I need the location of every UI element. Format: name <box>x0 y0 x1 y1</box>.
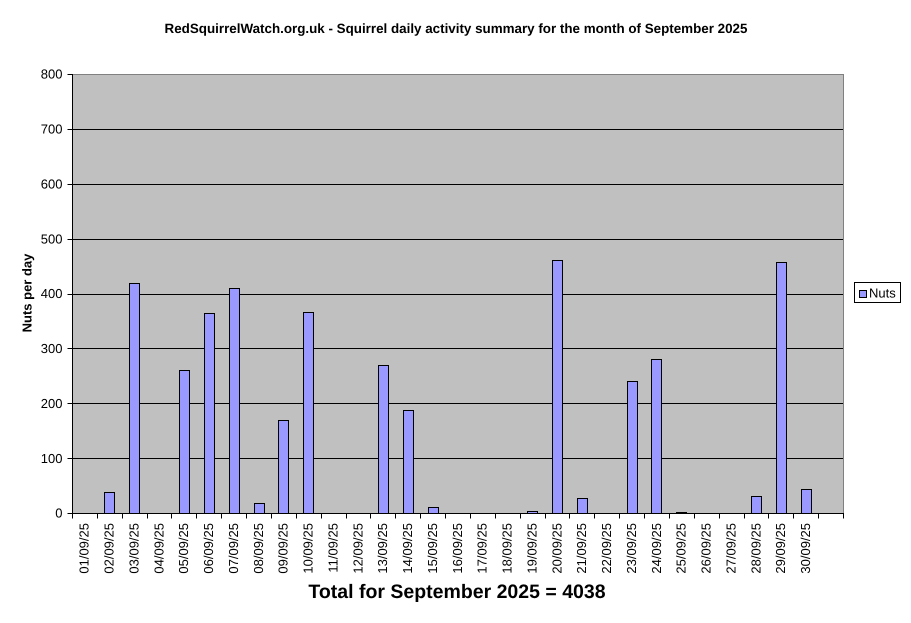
svg-text:300: 300 <box>41 341 63 356</box>
svg-text:06/09/25: 06/09/25 <box>201 523 216 574</box>
svg-text:12/09/25: 12/09/25 <box>350 523 365 574</box>
svg-text:400: 400 <box>41 286 63 301</box>
svg-text:100: 100 <box>41 451 63 466</box>
svg-text:700: 700 <box>41 122 63 137</box>
svg-text:200: 200 <box>41 396 63 411</box>
svg-text:05/09/25: 05/09/25 <box>176 523 191 574</box>
svg-text:27/09/25: 27/09/25 <box>723 523 738 574</box>
svg-text:17/09/25: 17/09/25 <box>475 523 490 574</box>
svg-text:14/09/25: 14/09/25 <box>400 523 415 574</box>
svg-text:RedSquirrelWatch.org.uk - Squi: RedSquirrelWatch.org.uk - Squirrel daily… <box>165 21 748 36</box>
svg-text:0: 0 <box>55 506 62 521</box>
svg-text:25/09/25: 25/09/25 <box>674 523 689 574</box>
svg-text:29/09/25: 29/09/25 <box>773 523 788 574</box>
svg-text:19/09/25: 19/09/25 <box>524 523 539 574</box>
svg-text:500: 500 <box>41 231 63 246</box>
svg-text:11/09/25: 11/09/25 <box>325 523 340 573</box>
svg-text:02/09/25: 02/09/25 <box>102 523 117 574</box>
svg-text:30/09/25: 30/09/25 <box>798 523 813 574</box>
svg-text:20/09/25: 20/09/25 <box>549 523 564 574</box>
svg-text:15/09/25: 15/09/25 <box>425 523 440 574</box>
svg-text:Total for September 2025 = 403: Total for September 2025 = 4038 <box>308 581 605 603</box>
svg-text:600: 600 <box>41 176 63 191</box>
svg-text:08/09/25: 08/09/25 <box>251 523 266 574</box>
svg-text:800: 800 <box>41 67 63 82</box>
svg-text:22/09/25: 22/09/25 <box>599 523 614 574</box>
svg-text:Nuts: Nuts <box>869 285 896 300</box>
svg-text:03/09/25: 03/09/25 <box>127 523 142 574</box>
svg-text:13/09/25: 13/09/25 <box>375 523 390 574</box>
svg-text:18/09/25: 18/09/25 <box>500 523 515 574</box>
svg-text:10/09/25: 10/09/25 <box>301 523 316 574</box>
svg-text:04/09/25: 04/09/25 <box>151 523 166 574</box>
svg-text:26/09/25: 26/09/25 <box>699 523 714 574</box>
svg-text:16/09/25: 16/09/25 <box>450 523 465 574</box>
svg-text:07/09/25: 07/09/25 <box>226 523 241 574</box>
svg-text:21/09/25: 21/09/25 <box>574 523 589 574</box>
svg-text:28/09/25: 28/09/25 <box>748 523 763 574</box>
svg-text:01/09/25: 01/09/25 <box>77 523 92 574</box>
svg-text:09/09/25: 09/09/25 <box>276 523 291 574</box>
svg-text:Nuts per day: Nuts per day <box>20 253 35 333</box>
svg-text:24/09/25: 24/09/25 <box>649 523 664 574</box>
svg-text:23/09/25: 23/09/25 <box>624 523 639 574</box>
